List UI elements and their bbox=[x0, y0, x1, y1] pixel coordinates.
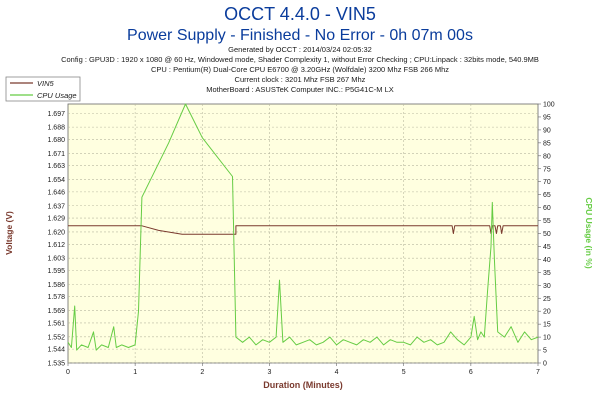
info-line-config: Config : GPU3D : 1920 x 1080 @ 60 Hz, Wi… bbox=[61, 55, 539, 64]
x-tick-label: 6 bbox=[469, 369, 473, 376]
left-tick-label: 1.680 bbox=[47, 137, 65, 144]
series-line-vin5 bbox=[68, 225, 538, 235]
left-tick-label: 1.586 bbox=[47, 282, 65, 289]
right-tick-label: 20 bbox=[543, 309, 551, 316]
legend: VIN5 CPU Usage bbox=[5, 76, 81, 102]
x-tick-label: 5 bbox=[402, 369, 406, 376]
right-tick-label: 25 bbox=[543, 296, 551, 303]
left-tick-label: 1.544 bbox=[47, 347, 65, 354]
right-tick-label: 15 bbox=[543, 322, 551, 329]
x-tick-label: 7 bbox=[536, 369, 540, 376]
info-line-generated: Generated by OCCT : 2014/03/24 02:05:32 bbox=[228, 45, 372, 54]
right-tick-label: 90 bbox=[543, 127, 551, 134]
x-tick-label: 4 bbox=[335, 369, 339, 376]
right-tick-label: 100 bbox=[543, 102, 555, 109]
right-tick-label: 40 bbox=[543, 257, 551, 264]
x-tick-label: 3 bbox=[267, 369, 271, 376]
right-tick-label: 30 bbox=[543, 283, 551, 290]
left-tick-label: 1.569 bbox=[47, 308, 65, 315]
info-line-clock: Current clock : 3201 Mhz FSB 267 Mhz bbox=[235, 75, 366, 84]
y-axis-right-label: CPU Usage (in %) bbox=[584, 197, 594, 268]
left-tick-label: 1.688 bbox=[47, 125, 65, 132]
right-tick-label: 60 bbox=[543, 205, 551, 212]
left-tick-label: 1.697 bbox=[47, 111, 65, 118]
left-tick-label: 1.612 bbox=[47, 242, 65, 249]
left-tick-label: 1.663 bbox=[47, 163, 65, 170]
left-tick-label: 1.654 bbox=[47, 177, 65, 184]
right-tick-label: 95 bbox=[543, 114, 551, 121]
left-tick-label: 1.629 bbox=[47, 216, 65, 223]
chart-title: OCCT 4.4.0 - VIN5 bbox=[224, 4, 376, 24]
left-tick-label: 1.620 bbox=[47, 229, 65, 236]
left-tick-label: 1.595 bbox=[47, 268, 65, 275]
left-tick-label: 1.535 bbox=[47, 361, 65, 368]
plot-area bbox=[67, 103, 539, 364]
series-line-cpu-usage bbox=[67, 103, 539, 351]
right-axis-ticks: 0 5 10 15 20 25 30 35 40 45 50 55 60 65 70 75 80 85 90 95 10… bbox=[538, 102, 555, 368]
x-tick-label: 2 bbox=[200, 369, 204, 376]
left-tick-label: 1.671 bbox=[47, 151, 65, 158]
right-tick-label: 10 bbox=[543, 335, 551, 342]
info-line-cpu: CPU : Pentium(R) Dual-Core CPU E6700 @ 3… bbox=[151, 65, 449, 74]
right-tick-label: 70 bbox=[543, 179, 551, 186]
right-tick-label: 35 bbox=[543, 270, 551, 277]
right-tick-label: 55 bbox=[543, 218, 551, 225]
left-tick-label: 1.603 bbox=[47, 256, 65, 263]
left-tick-label: 1.552 bbox=[47, 334, 65, 341]
right-tick-label: 65 bbox=[543, 192, 551, 199]
left-tick-label: 1.578 bbox=[47, 294, 65, 301]
right-tick-label: 75 bbox=[543, 166, 551, 173]
x-axis-label: Duration (Minutes) bbox=[263, 380, 343, 390]
x-axis-ticks: 0 1 2 3 4 5 6 7 bbox=[66, 363, 540, 376]
x-tick-label: 0 bbox=[66, 369, 70, 376]
grid-lines bbox=[68, 104, 538, 364]
right-tick-label: 50 bbox=[543, 231, 551, 238]
left-tick-label: 1.637 bbox=[47, 203, 65, 210]
legend-box bbox=[5, 76, 81, 102]
right-tick-label: 80 bbox=[543, 153, 551, 160]
info-line-motherboard: MotherBoard : ASUSTeK Computer INC.: P5G… bbox=[206, 85, 394, 94]
right-tick-label: 45 bbox=[543, 244, 551, 251]
left-tick-label: 1.646 bbox=[47, 189, 65, 196]
legend-cpu-label: CPU Usage bbox=[37, 91, 77, 100]
left-axis-ticks: 1.535 1.544 1.552 1.561 1.569 1.578 1.586 1.595… bbox=[47, 111, 65, 368]
right-tick-label: 85 bbox=[543, 140, 551, 147]
left-tick-label: 1.561 bbox=[47, 320, 65, 327]
right-tick-label: 5 bbox=[543, 348, 547, 355]
y-axis-left-label: Voltage (V) bbox=[4, 211, 14, 255]
legend-vin5-label: VIN5 bbox=[37, 79, 55, 88]
chart-subtitle: Power Supply - Finished - No Error - 0h … bbox=[127, 27, 473, 44]
series-group bbox=[67, 103, 539, 351]
right-tick-label: 0 bbox=[543, 361, 547, 368]
x-tick-label: 1 bbox=[133, 369, 137, 376]
